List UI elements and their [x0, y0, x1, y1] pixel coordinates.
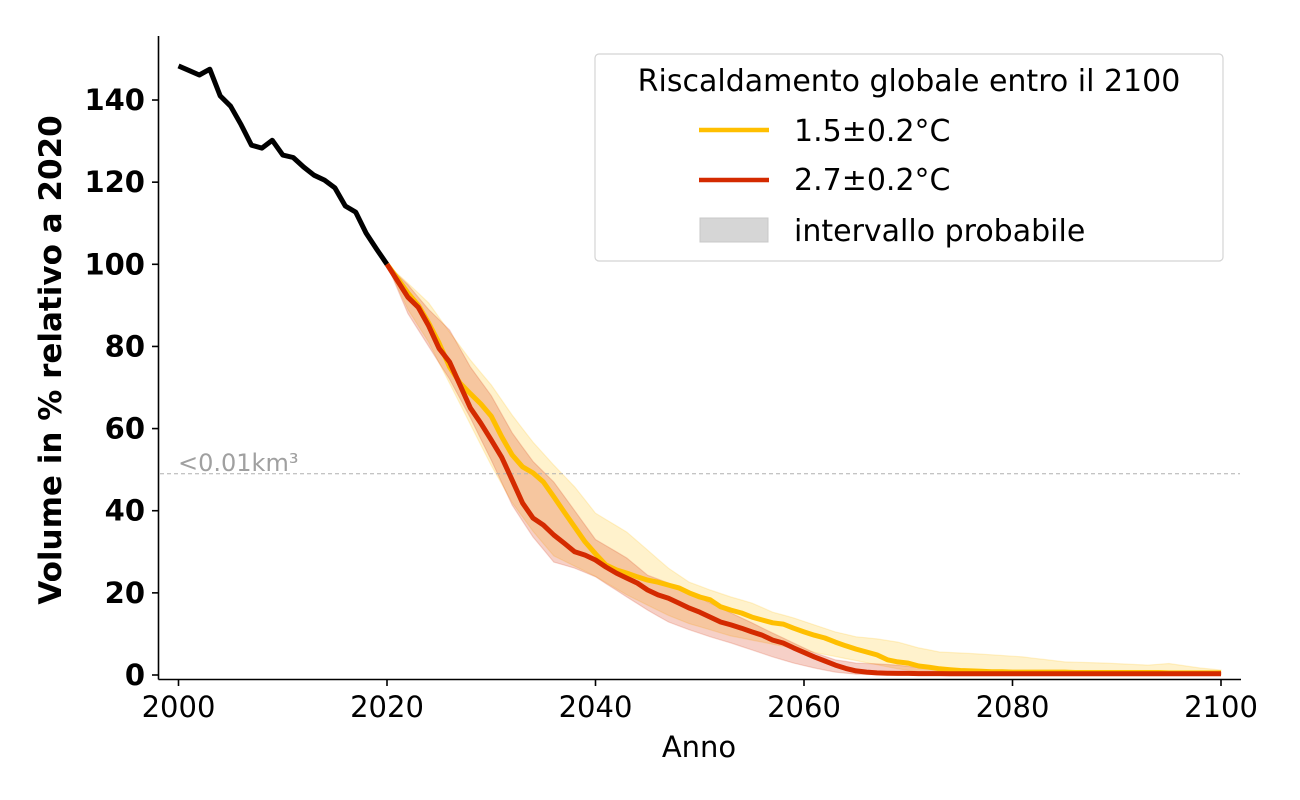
x-tick-label: 2020 — [350, 690, 424, 724]
y-tick-label: 120 — [84, 165, 145, 199]
y-tick-label: 20 — [105, 576, 145, 610]
likely-range-bands — [386, 263, 1222, 676]
legend-title: Riscaldamento globale entro il 2100 — [638, 64, 1181, 99]
legend-swatch-likely-range — [699, 217, 769, 243]
legend-frame — [594, 53, 1224, 262]
x-axis-label: Anno — [662, 730, 736, 764]
legend-label-1.5c: 1.5±0.2°C — [794, 114, 951, 149]
x-tick-label: 2080 — [976, 690, 1050, 724]
y-axis-label: Volume in % relativo a 2020 — [33, 115, 69, 604]
x-tick-label: 2040 — [559, 690, 633, 724]
y-tick-label: 40 — [105, 494, 145, 528]
x-tick-label: 2000 — [142, 690, 216, 724]
legend-label-2.7c: 2.7±0.2°C — [794, 163, 951, 198]
x-tick-label: 2100 — [1184, 690, 1258, 724]
y-tick-label: 0 — [125, 658, 145, 692]
y-tick-label: 80 — [105, 329, 145, 363]
legend-label-likely-range: intervallo probabile — [794, 214, 1085, 249]
y-tick-label: 60 — [105, 412, 145, 446]
line-historical — [177, 63, 390, 266]
y-axis-ticks: 0 20 40 60 80 100 120 140 — [84, 83, 159, 692]
x-tick-label: 2060 — [767, 690, 841, 724]
x-axis-ticks: 2000 2020 2040 2060 2080 2100 — [142, 679, 1258, 724]
y-tick-label: 140 — [84, 83, 145, 117]
series-lines — [177, 63, 1221, 677]
line-2.7c — [384, 262, 1221, 677]
y-tick-label: 100 — [84, 247, 145, 281]
band-2.7c — [386, 263, 1222, 676]
legend: Riscaldamento globale entro il 2100 1.5±… — [594, 53, 1224, 262]
reference-line-label: <0.01km³ — [178, 449, 298, 477]
